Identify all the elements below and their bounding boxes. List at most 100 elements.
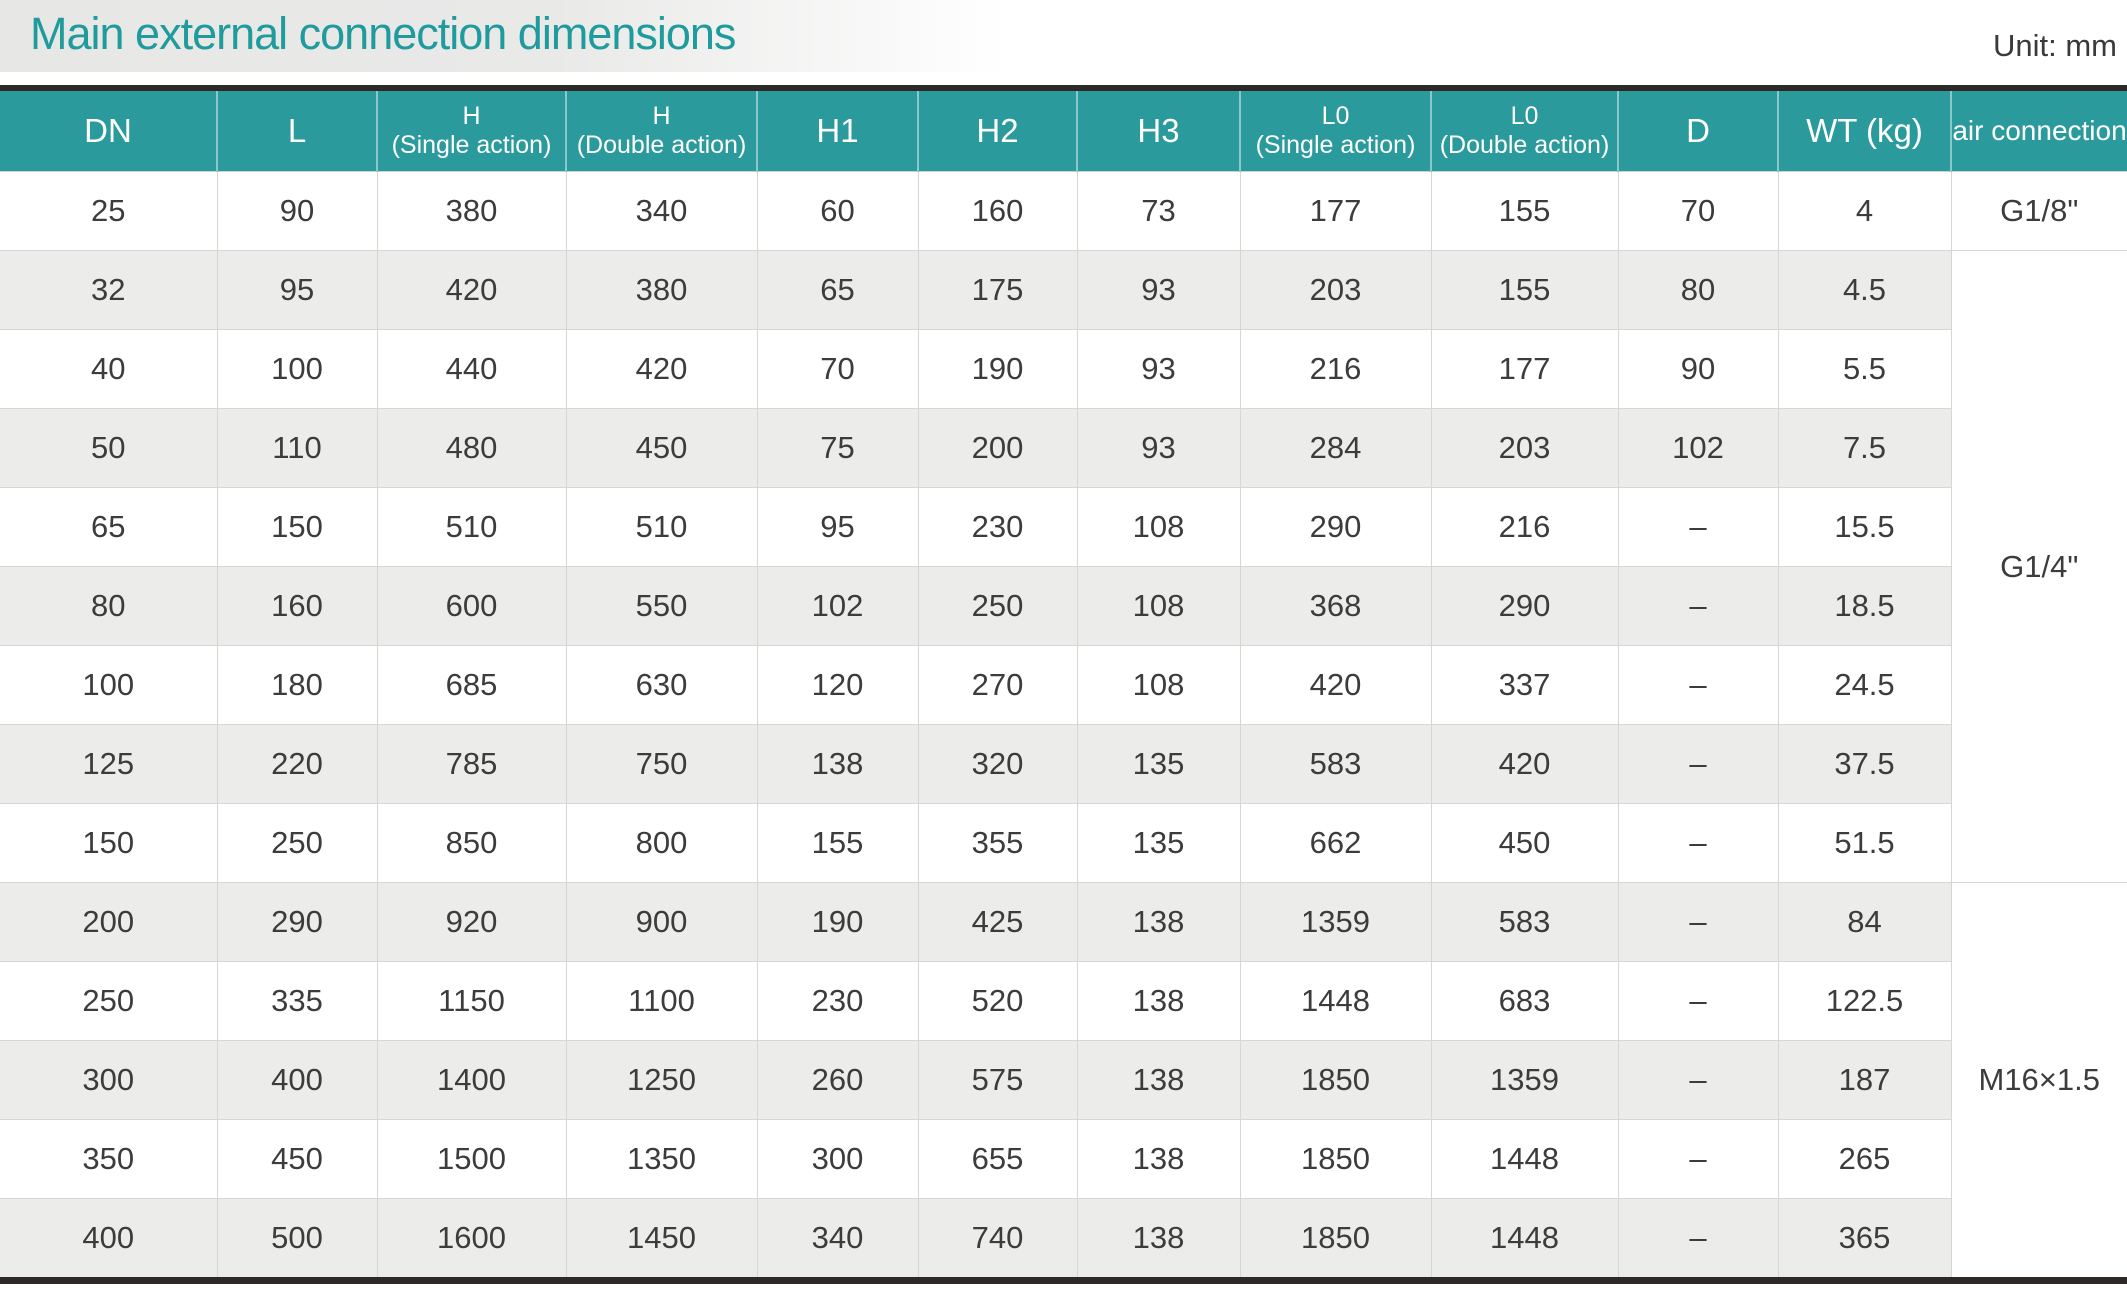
table-cell: 160 [216,566,378,646]
column-header-l0: L0 (Double action) [1431,88,1619,172]
table-row: 150 250 850 800 155 355 135 662 450–51.5 [0,803,2127,883]
table-cell: 1600 [376,1198,567,1281]
table-cell: 1100 [565,961,758,1041]
table-cell: 25 [0,171,218,251]
table-cell: 450 [216,1119,378,1199]
table-cell: 440 [376,329,567,409]
column-header-main-label: H [652,102,671,131]
table-cell: 190 [917,329,1078,409]
column-header-air-connection: air connection [1951,88,2127,172]
table-cell: 420 [565,329,758,409]
table-cell: 340 [565,171,758,251]
table-cell: 510 [376,487,567,567]
table-cell: 200 [0,882,218,962]
table-cell: – [1617,645,1779,725]
column-header-h3: H3 [1077,88,1241,172]
table-cell: 60 [756,171,919,251]
column-header-h1: H1 [757,88,919,172]
table-cell: 93 [1076,408,1241,488]
column-header-wt-kg-: WT (kg) [1778,88,1952,172]
column-header-h: H (Double action) [566,88,758,172]
table-cell: 51.5 [1777,803,1952,883]
column-header-label: H2 [976,112,1019,149]
unit-label: Unit: mm [1993,28,2117,63]
table-cell: 150 [216,487,378,567]
table-cell: 90 [216,171,378,251]
air-connection-cell: M16×1.5 [1950,882,2127,1281]
table-cell: 420 [1239,645,1432,725]
column-header-label: DN [84,112,132,149]
table-cell: 138 [1076,961,1241,1041]
table-cell: 177 [1239,171,1432,251]
table-cell: 138 [1076,1119,1241,1199]
table-cell: 320 [917,724,1078,804]
table-cell: – [1617,487,1779,567]
table-cell: 138 [756,724,919,804]
table-cell: 450 [1430,803,1619,883]
column-header-h: H (Single action) [377,88,567,172]
table-cell: 1350 [565,1119,758,1199]
table-cell: – [1617,882,1779,962]
table-row: 40 100 440 420 70 190 93 216 177 90 5.5 [0,329,2127,409]
table-cell: 102 [1617,408,1779,488]
table-cell: 230 [917,487,1078,567]
column-header-sub-label: (Single action) [1255,131,1416,159]
table-cell: 284 [1239,408,1432,488]
table-cell: 340 [756,1198,919,1281]
table-cell: 70 [1617,171,1779,251]
table-cell: 683 [1430,961,1619,1041]
table-cell: – [1617,1119,1779,1199]
table-cell: 7.5 [1777,408,1952,488]
table-cell: 175 [917,250,1078,330]
table-cell: 4 [1777,171,1952,251]
table-cell: 583 [1239,724,1432,804]
table-cell: 18.5 [1777,566,1952,646]
table-cell: – [1617,724,1779,804]
table-cell: 250 [216,803,378,883]
table-cell: 1850 [1239,1198,1432,1281]
table-cell: 100 [0,645,218,725]
column-header-label: air connection [1952,115,2127,146]
table-cell: 15.5 [1777,487,1952,567]
table-cell: 550 [565,566,758,646]
table-cell: 850 [376,803,567,883]
air-connection-cell: G1/4" [1950,250,2127,883]
table-cell: 155 [1430,250,1619,330]
table-cell: 1448 [1239,961,1432,1041]
table-body: 25 90 380 340 60 160 73 177 155 70 4 G1/8" 32 95 420 38… [0,171,2127,1281]
air-connection-cell: G1/8" [1950,171,2127,251]
table-cell: 270 [917,645,1078,725]
table-cell: 290 [216,882,378,962]
table-cell: 350 [0,1119,218,1199]
table-row: 250 335 1150 1100 230 520 138 1448 683–122.5 [0,961,2127,1041]
table-cell: 365 [1777,1198,1952,1281]
table-cell: 500 [216,1198,378,1281]
table-cell: 600 [376,566,567,646]
table-cell: 1850 [1239,1040,1432,1120]
table-cell: 480 [376,408,567,488]
table-cell: 32 [0,250,218,330]
table-cell: – [1617,1040,1779,1120]
table-cell: 138 [1076,1198,1241,1281]
table-cell: 1150 [376,961,567,1041]
table-cell: 1359 [1430,1040,1619,1120]
table-cell: 84 [1777,882,1952,962]
table-row: 50 110 480 450 75 200 93 284 203 102 7.5 [0,408,2127,488]
table-row: 80 160 600 550 102 250 108 368 290–18.5 [0,566,2127,646]
table-cell: 95 [756,487,919,567]
table-cell: 108 [1076,566,1241,646]
table-cell: 75 [756,408,919,488]
table-cell: 155 [1430,171,1619,251]
column-header-label: L [287,112,307,149]
table-header: DN L H (Single action) H (Double action) H1 H2 H… [0,88,2127,172]
table-cell: 200 [917,408,1078,488]
table-cell: 108 [1076,645,1241,725]
table-cell: 1450 [565,1198,758,1281]
table-cell: 1500 [376,1119,567,1199]
table-cell: 685 [376,645,567,725]
table-cell: 400 [0,1198,218,1281]
table-cell: 93 [1076,329,1241,409]
table-row: 32 95 420 380 65 175 93 203 155 80 4.5 G1/4" [0,250,2127,883]
table-cell: 420 [1430,724,1619,804]
